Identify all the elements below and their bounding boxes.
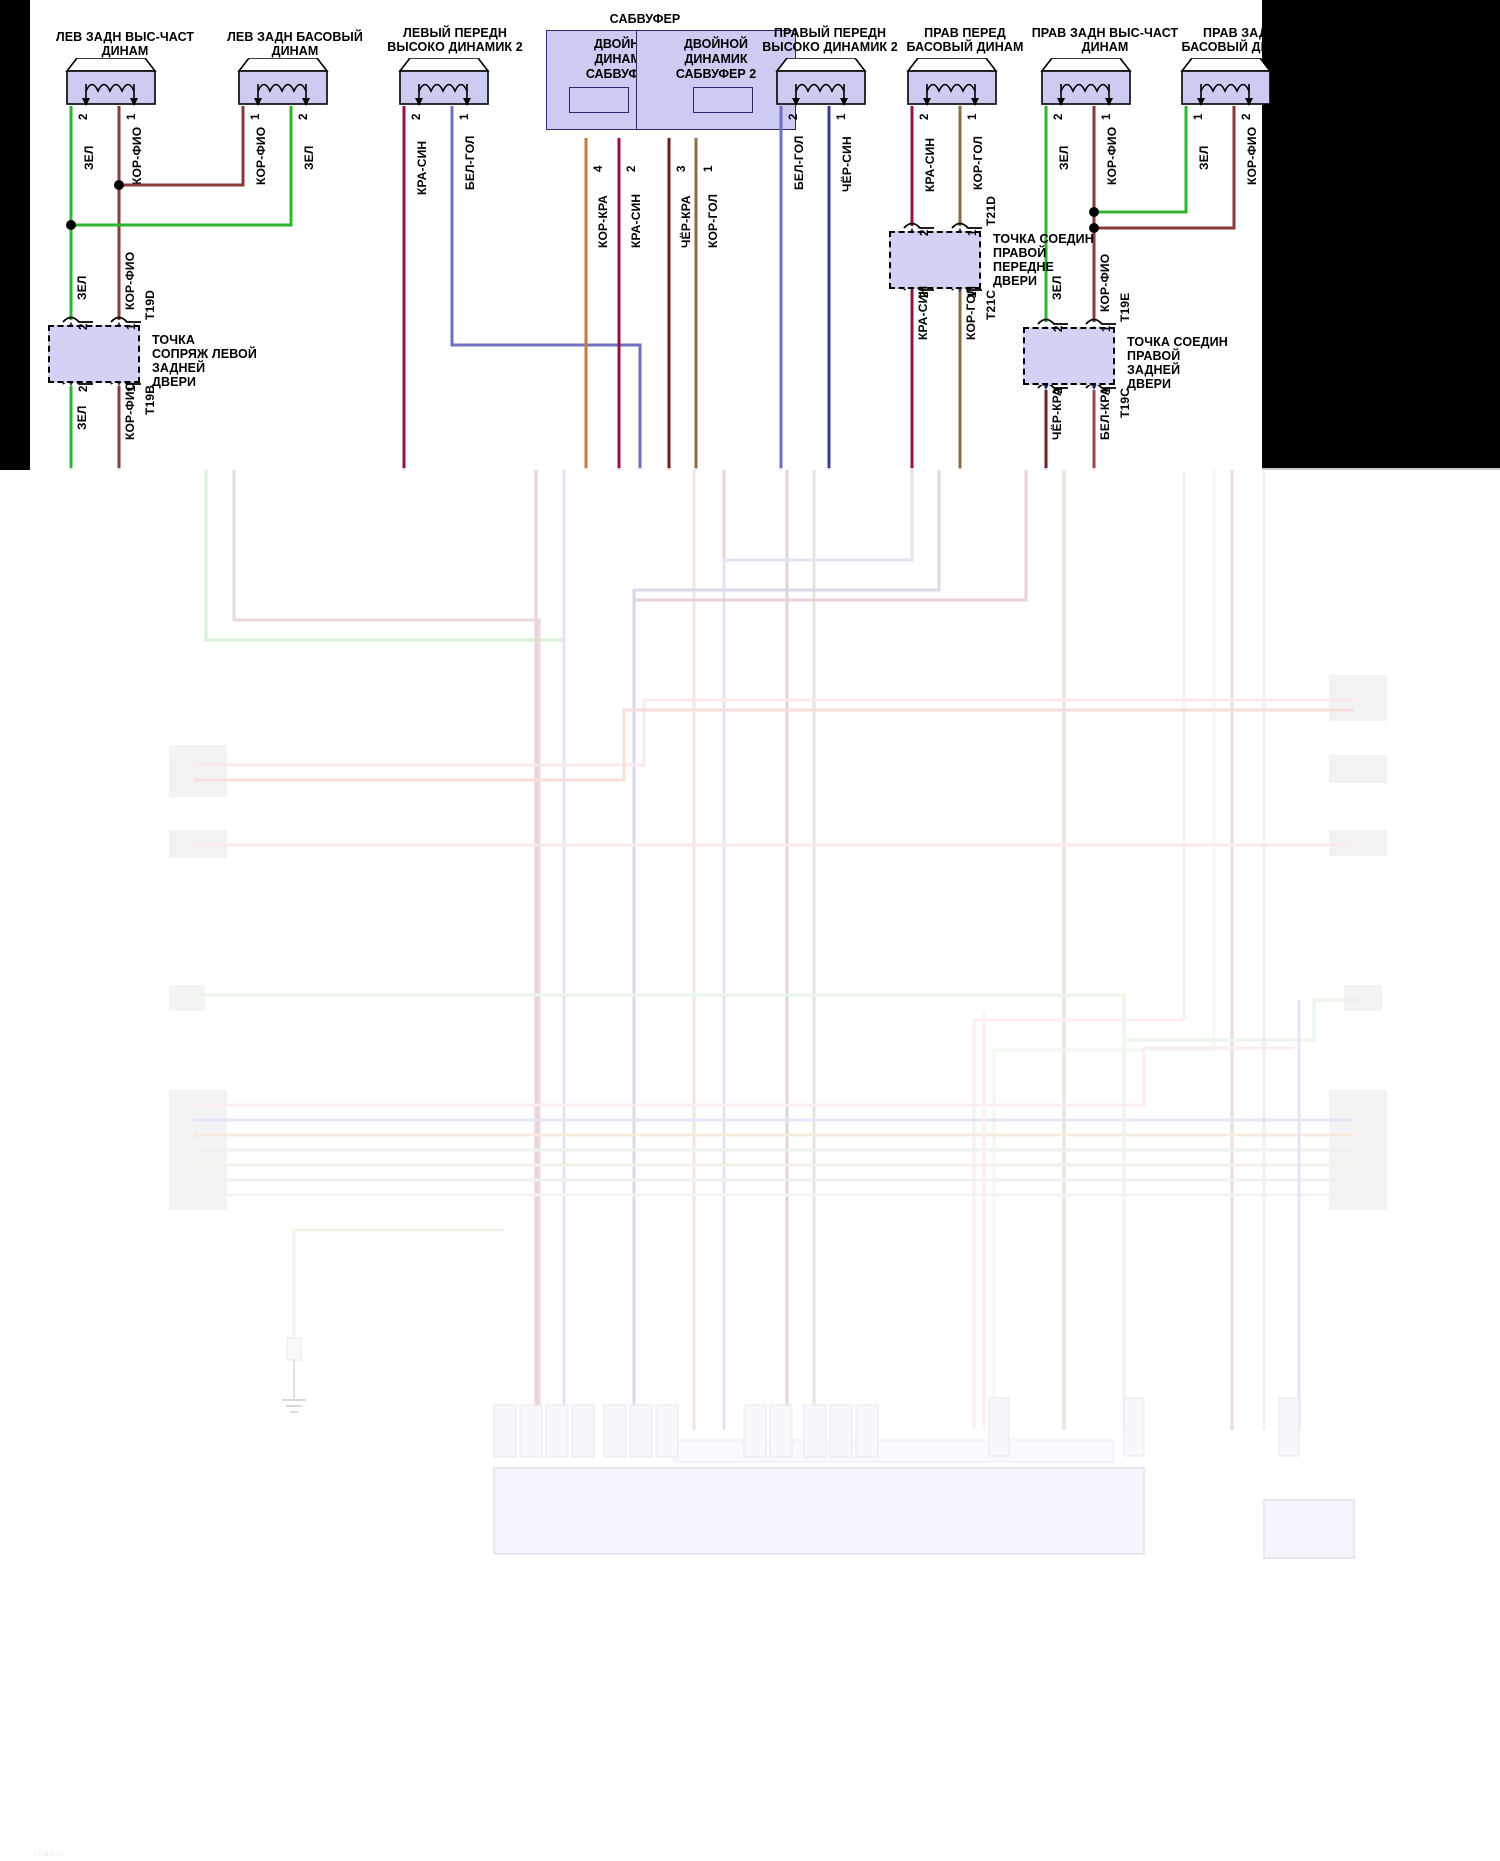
connector-left-rear-door[interactable] bbox=[48, 325, 140, 383]
wire-color-label: ЗЕЛ bbox=[75, 275, 89, 300]
pin-number: 1 bbox=[126, 323, 138, 330]
pin-number: 2 bbox=[1053, 325, 1065, 332]
subwoofer-unit-2-label: ДВОЙНОЙ ДИНАМИК САБВУФЕР 2 bbox=[675, 37, 757, 81]
wire-color-label: ЗЕЛ bbox=[1050, 275, 1064, 300]
speaker-label-rr-woofer: ПРАВ ЗАДН БАСОВЫЙ ДИНАМ bbox=[1181, 26, 1299, 54]
pin-number: 1 bbox=[1101, 325, 1113, 332]
pin-number: 2 bbox=[919, 229, 931, 236]
subwoofer-unit-2-coil bbox=[693, 87, 753, 113]
source-credit: elcats.ru bbox=[34, 1849, 65, 1858]
connector-right-front-door[interactable] bbox=[889, 231, 981, 289]
top-wire-routing bbox=[62, 106, 1236, 470]
wire-color-label: ЧЁР-КРА bbox=[1050, 387, 1064, 440]
speaker-label-lr-woofer: ЛЕВ ЗАДН БАСОВЫЙ ДИНАМ bbox=[227, 30, 363, 58]
connector-code-top: T21D bbox=[984, 195, 998, 226]
speaker-symbol-rr-woofer bbox=[1170, 57, 1282, 113]
speaker-symbol-lf-tweeter2 bbox=[388, 57, 500, 113]
connector-code-bottom: T19C bbox=[1118, 387, 1132, 418]
subwoofer-title: САБВУФЕР bbox=[609, 12, 681, 26]
speaker-symbol-rf-tweeter2 bbox=[765, 57, 877, 113]
connector-label-right-front-door: ТОЧКА СОЕДИН ПРАВОЙ ПЕРЕДНЕ ДВЕРИ bbox=[993, 232, 1094, 288]
wire-color-label: КОР-ФИО bbox=[123, 381, 137, 440]
connector-code-bottom: T21C bbox=[984, 289, 998, 320]
wire-color-label: КОР-ФИО bbox=[123, 251, 137, 310]
scan-border-right bbox=[1262, 0, 1500, 470]
pin-number: 2 bbox=[78, 323, 90, 330]
scan-border-left bbox=[0, 0, 30, 470]
speaker-symbol-lr-tweeter bbox=[55, 57, 167, 113]
connector-code-bottom: T19B bbox=[143, 384, 157, 415]
connector-label-left-rear-door: ТОЧКА СОПРЯЖ ЛЕВОЙ ЗАДНЕЙ ДВЕРИ bbox=[152, 333, 257, 389]
speaker-label-rr-tweeter: ПРАВ ЗАДН ВЫС-ЧАСТ ДИНАМ bbox=[1031, 26, 1179, 54]
subwoofer-unit-1-coil bbox=[569, 87, 629, 113]
connector-label-right-rear-door: ТОЧКА СОЕДИН ПРАВОЙ ЗАДНЕЙ ДВЕРИ bbox=[1127, 335, 1228, 391]
subwoofer-block-2: ДВОЙНОЙ ДИНАМИК САБВУФЕР 2 bbox=[636, 30, 796, 130]
speaker-label-lf-tweeter2: ЛЕВЫЙ ПЕРЕДН ВЫСОКО ДИНАМИК 2 bbox=[387, 26, 523, 54]
wire-color-label: БЕЛ-КРА bbox=[1098, 386, 1112, 440]
speaker-symbol-rf-woofer bbox=[896, 57, 1008, 113]
connector-code-top: T19D bbox=[143, 289, 157, 320]
wire-color-label: КОР-ГОЛ bbox=[964, 285, 978, 340]
connector-code-top: T19E bbox=[1118, 292, 1132, 322]
pin-number: 1 bbox=[967, 229, 979, 236]
connector-right-rear-door[interactable] bbox=[1023, 327, 1115, 385]
speaker-label-rf-tweeter2: ПРАВЫЙ ПЕРЕДН ВЫСОКО ДИНАМИК 2 bbox=[762, 26, 898, 54]
speaker-label-rf-woofer: ПРАВ ПЕРЕД БАСОВЫЙ ДИНАМ bbox=[906, 26, 1024, 54]
speaker-symbol-rr-tweeter bbox=[1030, 57, 1142, 113]
speaker-symbol-lr-woofer bbox=[227, 57, 339, 113]
speaker-label-lr-tweeter: ЛЕВ ЗАДН ВЫС-ЧАСТ ДИНАМ bbox=[55, 30, 195, 58]
pin-number: 2 bbox=[78, 385, 90, 392]
wire-color-label: КРА-СИН bbox=[916, 285, 930, 340]
diagram-sheet: ЛЕВ ЗАДН ВЫС-ЧАСТ ДИНАМ 2 1 ЗЕЛ КОР-ФИО … bbox=[30, 0, 1500, 1861]
wire-color-label: ЗЕЛ bbox=[75, 405, 89, 430]
wire-color-label: КОР-ФИО bbox=[1098, 253, 1112, 312]
